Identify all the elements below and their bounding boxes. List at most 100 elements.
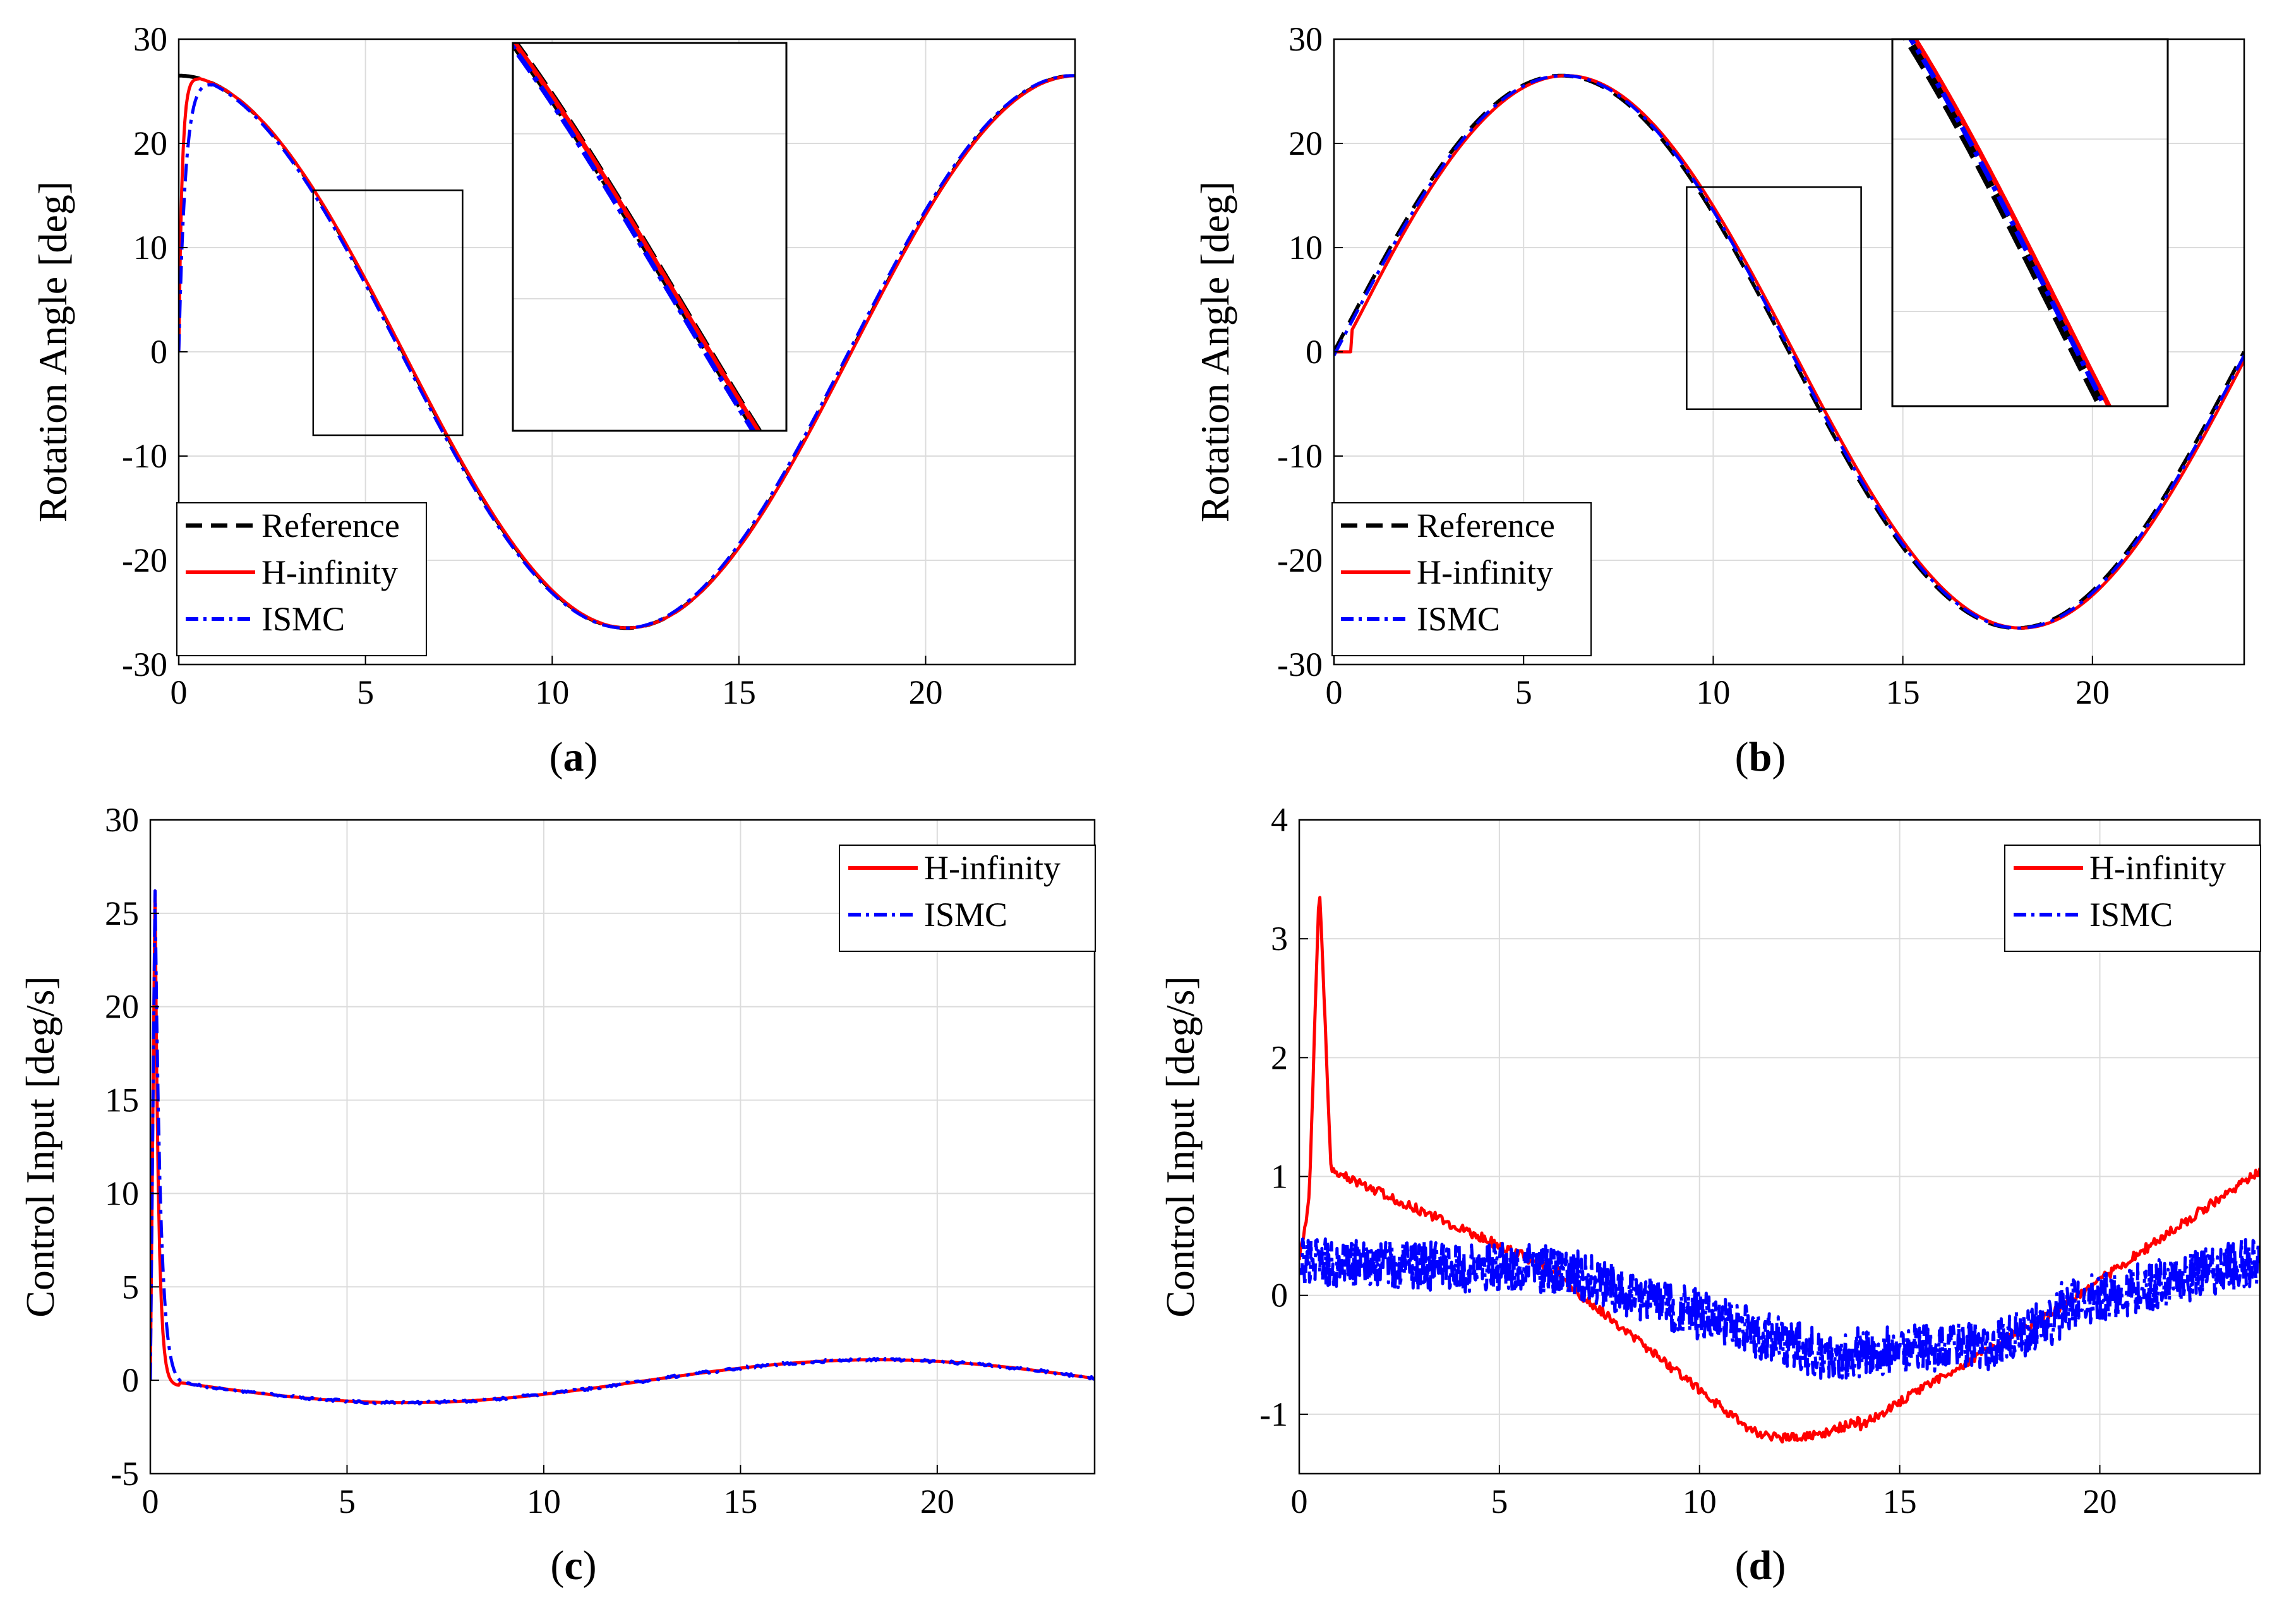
x-tick-label: 10 xyxy=(1696,673,1730,711)
inset-series-h-infinity xyxy=(513,43,761,431)
y-tick-label: 0 xyxy=(122,1361,139,1399)
inset-series-reference xyxy=(1902,39,2107,406)
y-tick-label: -10 xyxy=(1277,437,1323,475)
legend-label: H-infinity xyxy=(2089,849,2226,887)
x-tick-label: 10 xyxy=(527,1483,561,1520)
series-ismc xyxy=(1299,1237,2260,1380)
x-tick-label: 0 xyxy=(142,1483,159,1520)
x-tick-label: 5 xyxy=(1491,1483,1508,1520)
series-h-infinity xyxy=(1334,74,2244,630)
y-tick-label: -20 xyxy=(122,541,167,579)
y-tick-label: 30 xyxy=(133,20,167,58)
x-tick-label: 0 xyxy=(1291,1483,1308,1520)
legend: H-infinity ISMC xyxy=(2004,845,2261,952)
y-tick-label: -20 xyxy=(1277,541,1323,579)
y-tick-label: 20 xyxy=(105,988,139,1026)
legend-label: ISMC xyxy=(261,600,345,638)
x-tick-label: 15 xyxy=(723,1483,757,1520)
legend-label: H-infinity xyxy=(924,849,1060,887)
inset-series-group xyxy=(513,43,762,431)
subplot-caption: (d) xyxy=(1735,1543,1786,1589)
legend: H-infinity ISMC xyxy=(839,845,1096,952)
y-tick-label: 10 xyxy=(133,229,167,267)
y-tick-label: 20 xyxy=(133,124,167,162)
y-tick-label: 25 xyxy=(105,894,139,932)
y-tick-label: 3 xyxy=(1271,920,1288,958)
legend-box xyxy=(2004,845,2261,952)
y-axis-label: Control Input [deg/s] xyxy=(1158,976,1203,1317)
y-tick-label: 10 xyxy=(1289,229,1323,267)
x-tick-label: 0 xyxy=(1326,673,1343,711)
series-group xyxy=(179,73,1075,630)
inset-series-ismc xyxy=(513,43,757,431)
subplot-caption: (a) xyxy=(550,734,598,780)
legend-label: ISMC xyxy=(924,896,1007,934)
y-axis-label: Rotation Angle [deg] xyxy=(30,181,75,522)
chart-a: 0 5 10 15 20 -30 -20 -10 0 10 20 30 Rotation Angle [… xyxy=(30,20,1076,780)
x-tick-label: 15 xyxy=(722,673,756,711)
axes-frame xyxy=(1298,819,2261,1475)
x-tick-label: 5 xyxy=(339,1483,356,1520)
x-tick-label: 15 xyxy=(1883,1483,1917,1520)
x-tick-label: 10 xyxy=(1683,1483,1717,1520)
zoom-box xyxy=(1686,186,1862,410)
x-tick-label: 0 xyxy=(171,673,188,711)
inset-series-group xyxy=(1902,39,2112,406)
subplot-caption: (c) xyxy=(550,1543,596,1589)
legend-box xyxy=(839,845,1096,952)
y-tick-label: 1 xyxy=(1271,1158,1288,1196)
series-ismc xyxy=(150,889,1095,1406)
y-axis-label: Rotation Angle [deg] xyxy=(1193,181,1237,522)
inset-series-h-infinity xyxy=(1912,39,2112,406)
y-tick-label: 0 xyxy=(1306,333,1323,371)
legend: Reference H-infinity ISMC xyxy=(1331,502,1592,656)
y-tick-label: 0 xyxy=(1271,1277,1288,1314)
legend-label: H-infinity xyxy=(261,553,398,591)
chart-b: 0 5 10 15 20 -30 -20 -10 0 10 20 30 Rotation Angle [… xyxy=(1193,20,2245,780)
series-h-infinity xyxy=(1299,896,2260,1444)
inset-axes xyxy=(1891,38,2169,407)
legend-label: ISMC xyxy=(2089,896,2173,934)
legend-label: H-infinity xyxy=(1417,553,1553,591)
legend-label: ISMC xyxy=(1417,600,1500,638)
legend: Reference H-infinity ISMC xyxy=(176,502,427,656)
series-ismc xyxy=(1334,74,2244,630)
chart-d: 0 5 10 15 20 -1 0 1 2 3 4 Control Input [deg/s] (d) H… xyxy=(1158,801,2261,1589)
y-tick-label: 0 xyxy=(150,333,167,371)
series-group xyxy=(150,889,1095,1406)
series-group xyxy=(1334,73,2244,630)
series-group xyxy=(1299,896,2260,1444)
y-tick-label: -1 xyxy=(1259,1395,1288,1433)
y-tick-label: 10 xyxy=(105,1174,139,1212)
legend-label: Reference xyxy=(261,507,400,544)
y-tick-label: 20 xyxy=(1289,124,1323,162)
inset-frame xyxy=(1891,38,2169,407)
series-h-infinity xyxy=(150,889,1095,1405)
x-tick-label: 20 xyxy=(920,1483,954,1520)
x-tick-label: 20 xyxy=(2076,673,2110,711)
inset-axes xyxy=(512,42,788,432)
axes-frame xyxy=(149,819,1096,1475)
legend-box xyxy=(176,502,427,656)
legend-box xyxy=(1331,502,1592,656)
y-tick-label: 30 xyxy=(1289,20,1323,58)
y-tick-label: -30 xyxy=(1277,646,1323,683)
inset-background xyxy=(1892,39,2168,406)
y-tick-label: -5 xyxy=(111,1455,139,1493)
y-tick-label: -30 xyxy=(122,646,167,683)
x-tick-label: 20 xyxy=(909,673,943,711)
x-tick-label: 15 xyxy=(1886,673,1920,711)
y-tick-label: 30 xyxy=(105,801,139,839)
x-tick-label: 5 xyxy=(1515,673,1532,711)
inset-series-ismc xyxy=(1908,39,2108,406)
y-tick-label: 4 xyxy=(1271,801,1288,839)
x-tick-label: 10 xyxy=(535,673,569,711)
inset-frame xyxy=(512,42,788,432)
series-ismc xyxy=(179,74,1075,630)
y-tick-label: 15 xyxy=(105,1081,139,1119)
y-axis-label: Control Input [deg/s] xyxy=(18,976,63,1317)
x-tick-label: 20 xyxy=(2083,1483,2117,1520)
x-tick-label: 5 xyxy=(357,673,374,711)
